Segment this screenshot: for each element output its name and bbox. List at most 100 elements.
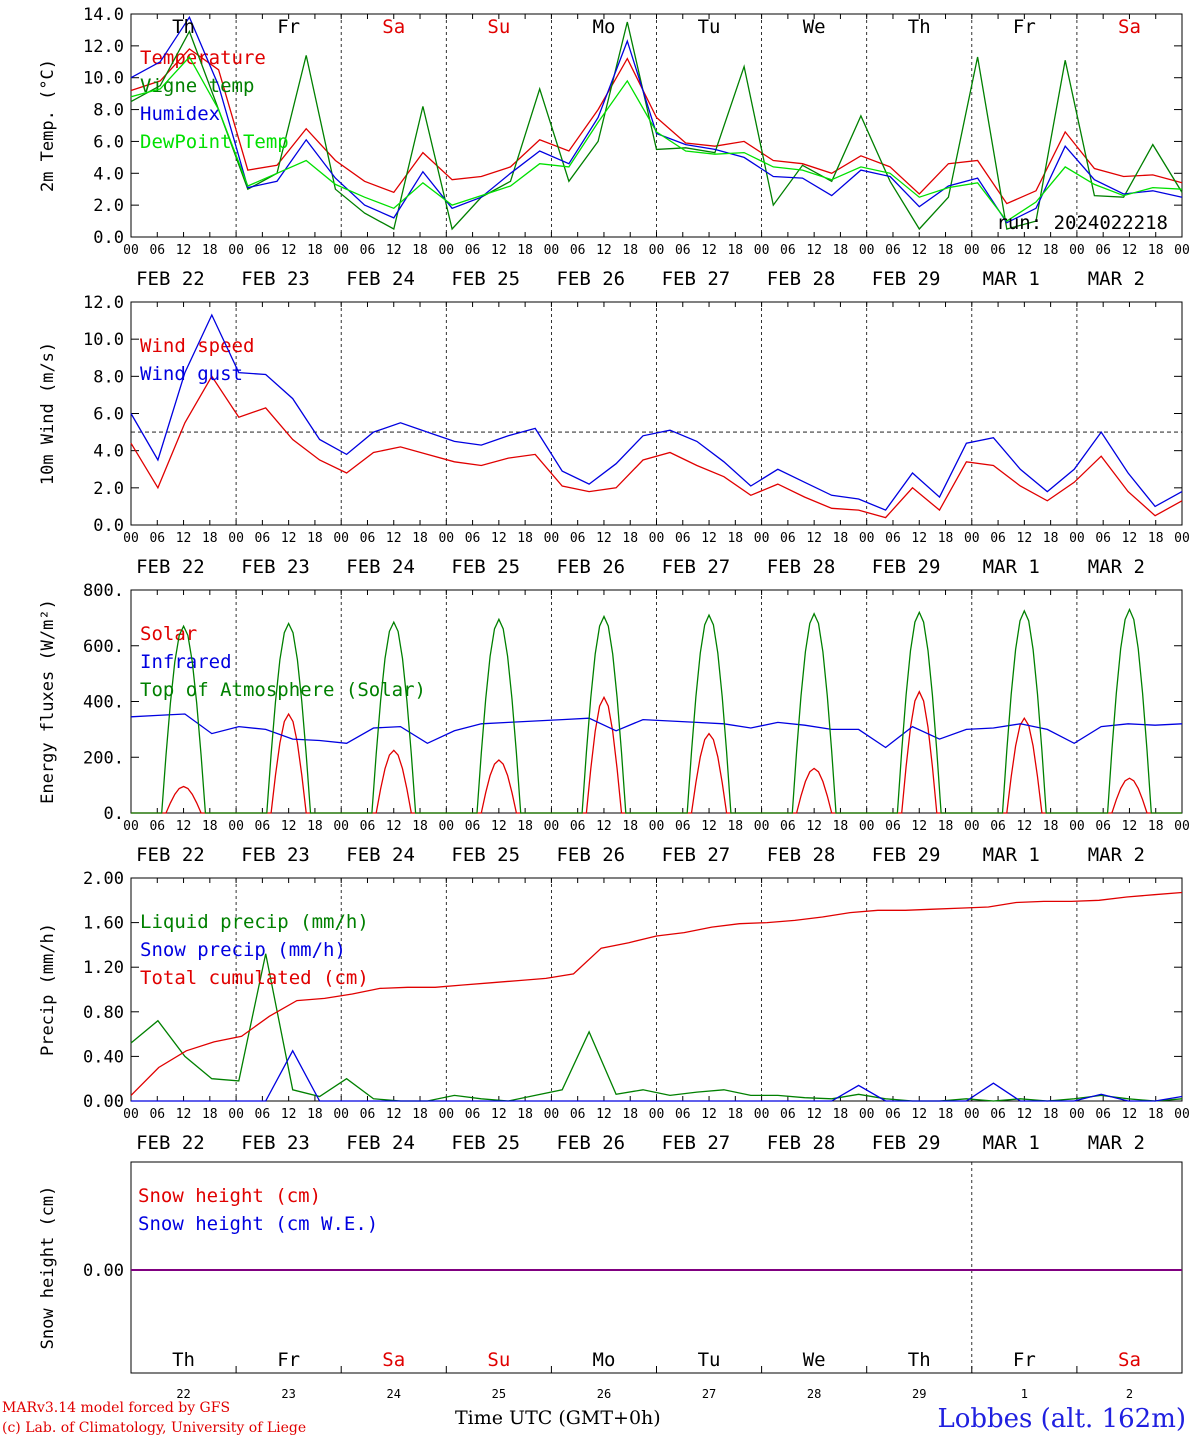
hour-tick-label: 00 [123, 531, 139, 546]
hour-tick-label: 18 [1148, 1107, 1164, 1122]
hour-tick-label: 12 [176, 243, 192, 258]
hour-tick-label: 18 [1043, 1107, 1059, 1122]
date-label: MAR 1 [983, 844, 1040, 866]
day-number-label: 29 [912, 1387, 926, 1401]
hour-tick-label: 12 [176, 819, 192, 834]
date-label: MAR 1 [983, 1132, 1040, 1154]
date-label: MAR 2 [1088, 844, 1145, 866]
legend-entry: Infrared [140, 651, 232, 673]
hour-tick-label: 12 [911, 531, 927, 546]
hour-tick-label: 06 [885, 531, 901, 546]
hour-tick-label: 18 [1148, 531, 1164, 546]
hour-tick-label: 06 [675, 1107, 691, 1122]
hour-tick-label: 06 [780, 531, 796, 546]
weekday-label: Tu [698, 1349, 721, 1371]
series-line-blue [130, 313, 1183, 511]
hour-tick-label: 06 [1095, 243, 1111, 258]
hour-tick-label: 06 [1095, 1107, 1111, 1122]
hour-tick-label: 06 [885, 819, 901, 834]
series-line-red [130, 891, 1183, 1096]
hour-tick-label: 06 [149, 1107, 165, 1122]
legend-entry: Humidex [140, 103, 220, 125]
hour-tick-label: 12 [1122, 531, 1138, 546]
day-number-label: 26 [597, 1387, 611, 1401]
hour-tick-label: 12 [911, 819, 927, 834]
hour-tick-label: 12 [1017, 819, 1033, 834]
hour-tick-label: 12 [806, 1107, 822, 1122]
hour-tick-label: 12 [1017, 243, 1033, 258]
series-line-red [130, 48, 1183, 205]
date-label: FEB 26 [556, 1132, 625, 1154]
day-number-label: 27 [702, 1387, 716, 1401]
day-number-label: 2 [1126, 1387, 1133, 1401]
hour-tick-label: 06 [360, 243, 376, 258]
day-number-label: 22 [176, 1387, 190, 1401]
date-label: FEB 23 [241, 268, 310, 290]
hour-tick-label: 12 [701, 819, 717, 834]
hour-tick-label: 00 [228, 819, 244, 834]
y-tick-label: 8.0 [93, 367, 124, 387]
date-label: MAR 2 [1088, 556, 1145, 578]
hour-tick-label: 06 [990, 531, 1006, 546]
weekday-label: Mo [593, 16, 616, 38]
hour-tick-label: 12 [491, 243, 507, 258]
hour-tick-label: 18 [517, 1107, 533, 1122]
hour-tick-label: 18 [622, 819, 638, 834]
hour-tick-label: 00 [754, 1107, 770, 1122]
hour-tick-label: 12 [491, 1107, 507, 1122]
date-label: FEB 26 [556, 844, 625, 866]
y-axis-label: 10m Wind (m/s) [38, 342, 58, 485]
y-tick-label: 600. [83, 637, 124, 657]
y-tick-label: 0.00 [83, 1092, 124, 1112]
y-tick-label: 0. [104, 804, 124, 824]
hour-tick-label: 00 [964, 531, 980, 546]
hour-tick-label: 12 [911, 1107, 927, 1122]
hour-tick-label: 18 [833, 531, 849, 546]
weekday-label: Th [172, 16, 195, 38]
hour-tick-label: 18 [202, 819, 218, 834]
hour-tick-label: 00 [649, 243, 665, 258]
hour-tick-label: 18 [202, 243, 218, 258]
day-number-label: 25 [492, 1387, 506, 1401]
legend-entry: Liquid precip (mm/h) [140, 911, 369, 933]
date-label: FEB 28 [767, 556, 836, 578]
weekday-label: Fr [1013, 16, 1036, 38]
weekday-label: Tu [698, 16, 721, 38]
y-tick-label: 6.0 [93, 405, 124, 425]
hour-tick-label: 18 [307, 243, 323, 258]
hour-tick-label: 06 [570, 819, 586, 834]
hour-tick-label: 18 [622, 531, 638, 546]
series-line-blue [130, 15, 1183, 224]
hour-tick-label: 00 [649, 1107, 665, 1122]
date-label: MAR 1 [983, 556, 1040, 578]
hour-tick-label: 12 [281, 1107, 297, 1122]
hour-tick-label: 00 [1174, 243, 1190, 258]
hour-tick-label: 06 [149, 819, 165, 834]
hour-tick-label: 00 [1069, 243, 1085, 258]
hour-tick-label: 06 [360, 1107, 376, 1122]
hour-tick-label: 12 [1122, 819, 1138, 834]
legend-entry: DewPoint Temp [140, 131, 289, 153]
hour-tick-label: 06 [465, 531, 481, 546]
legend-entry: Total cumulated (cm) [140, 967, 369, 989]
hour-tick-label: 00 [859, 243, 875, 258]
hour-tick-label: 00 [754, 819, 770, 834]
hour-tick-label: 12 [701, 531, 717, 546]
hour-tick-label: 18 [307, 819, 323, 834]
legend-entry: Wind gust [140, 363, 243, 385]
hour-tick-label: 06 [1095, 531, 1111, 546]
hour-tick-label: 00 [1174, 1107, 1190, 1122]
hour-tick-label: 12 [1122, 243, 1138, 258]
hour-tick-label: 18 [938, 1107, 954, 1122]
y-tick-label: 0.00 [83, 1261, 124, 1281]
hour-tick-label: 06 [360, 819, 376, 834]
series-line-blue [131, 1049, 1183, 1102]
date-label: MAR 2 [1088, 1132, 1145, 1154]
hour-tick-label: 18 [833, 1107, 849, 1122]
hour-tick-label: 00 [1174, 819, 1190, 834]
y-tick-label: 400. [83, 693, 124, 713]
hour-tick-label: 06 [780, 1107, 796, 1122]
hour-tick-label: 12 [281, 243, 297, 258]
hour-tick-label: 12 [386, 1107, 402, 1122]
